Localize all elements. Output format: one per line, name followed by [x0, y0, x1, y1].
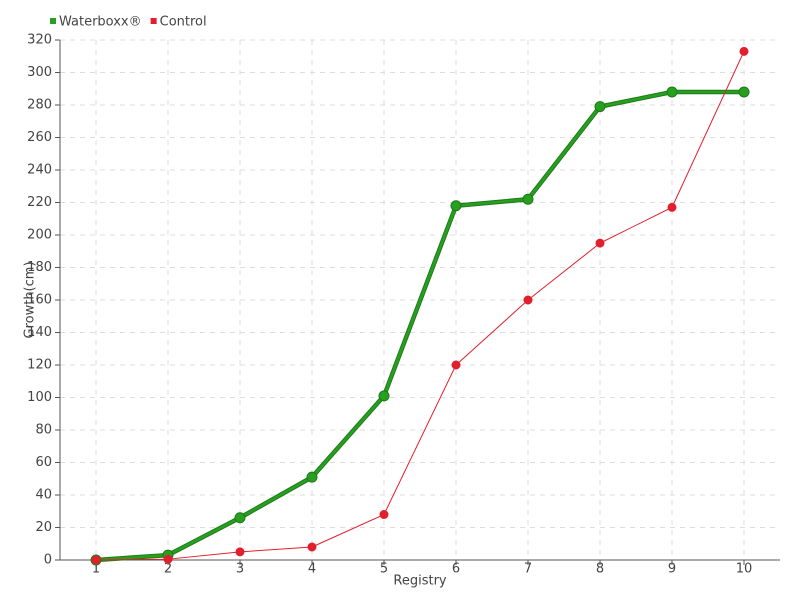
data-point	[235, 547, 245, 557]
x-tick-label: 7	[524, 562, 532, 577]
legend-label: Control	[160, 15, 207, 30]
y-tick-label: 260	[27, 130, 52, 145]
y-tick-label: 320	[27, 33, 52, 48]
y-tick-label: 80	[35, 423, 52, 438]
data-point	[523, 295, 533, 305]
y-tick-label: 100	[27, 390, 52, 405]
data-point	[378, 390, 390, 402]
legend-swatch	[50, 18, 56, 24]
data-point	[522, 193, 534, 205]
series-line	[95, 90, 744, 562]
y-tick-label: 200	[27, 228, 52, 243]
x-tick-label: 2	[164, 562, 172, 577]
data-point	[666, 86, 678, 98]
data-point	[163, 554, 173, 564]
y-tick-label: 220	[27, 195, 52, 210]
series-line	[95, 51, 745, 561]
data-point	[307, 542, 317, 552]
data-point	[234, 512, 246, 524]
data-point	[450, 200, 462, 212]
y-tick-label: 140	[27, 325, 52, 340]
y-tick-label: 280	[27, 98, 52, 113]
x-axis-label: Registry	[393, 574, 447, 589]
data-point	[739, 46, 749, 56]
y-axis-label: Growth(cm)	[23, 261, 38, 338]
y-tick-label: 160	[27, 293, 52, 308]
x-tick-label: 10	[736, 562, 753, 577]
x-tick-label: 9	[668, 562, 676, 577]
data-point	[594, 101, 606, 113]
x-tick-label: 4	[308, 562, 316, 577]
y-tick-label: 0	[44, 553, 52, 568]
data-point	[667, 202, 677, 212]
data-point	[91, 555, 101, 565]
y-tick-label: 60	[35, 455, 52, 470]
data-point	[379, 510, 389, 519]
data-point	[738, 86, 750, 98]
y-tick-label: 240	[27, 163, 52, 178]
data-point	[451, 360, 461, 370]
x-tick-label: 1	[92, 562, 100, 577]
y-tick-label: 40	[35, 488, 52, 503]
x-tick-label: 8	[596, 562, 604, 577]
x-tick-label: 6	[452, 562, 460, 577]
data-point	[306, 471, 318, 483]
x-tick-label: 5	[380, 562, 388, 577]
y-tick-label: 120	[27, 358, 52, 373]
series-line-outline	[95, 89, 744, 563]
y-tick-label: 300	[27, 65, 52, 80]
data-point	[595, 238, 605, 248]
legend-label: Waterboxx®	[59, 15, 142, 30]
y-tick-label: 180	[27, 260, 52, 275]
x-tick-label: 3	[236, 562, 244, 577]
legend-swatch	[150, 18, 157, 24]
y-tick-label: 20	[35, 520, 52, 535]
